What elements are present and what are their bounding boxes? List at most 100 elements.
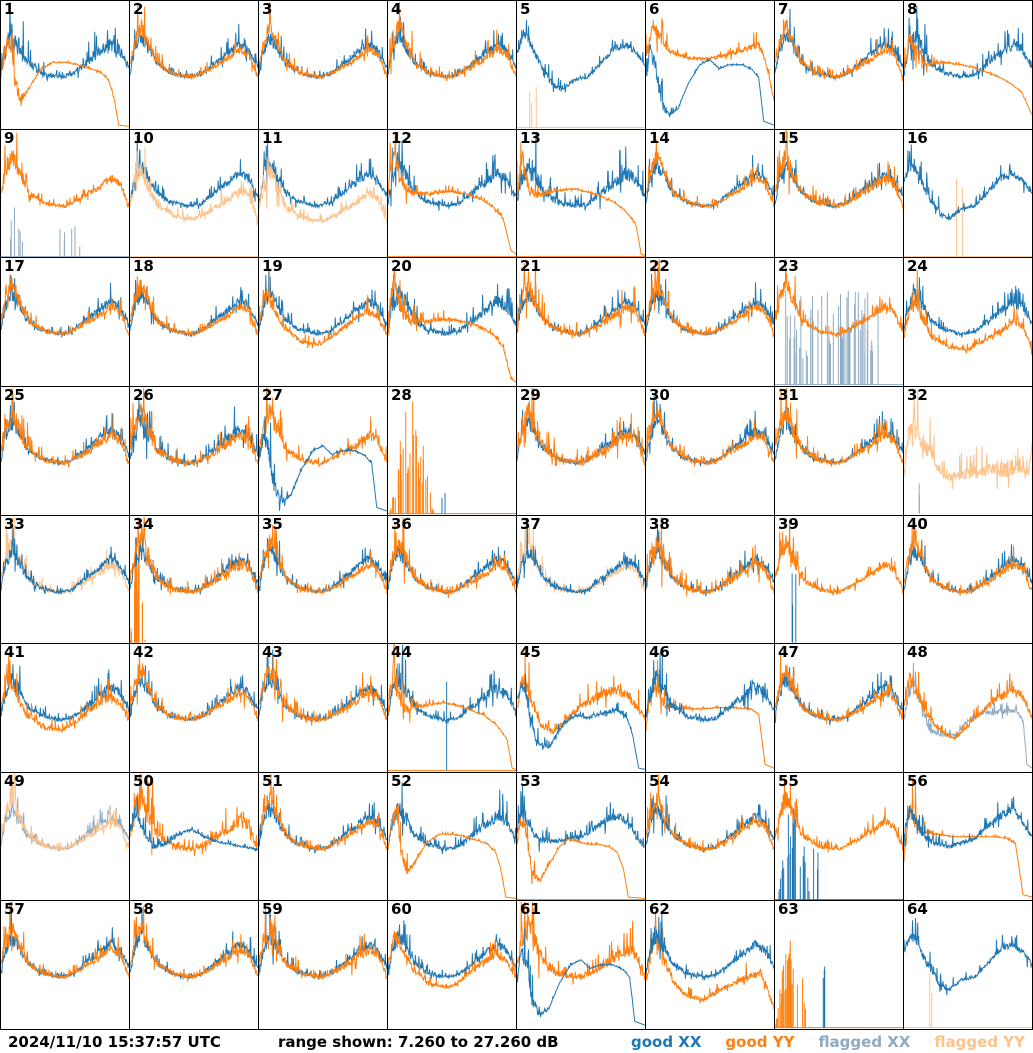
spectrum-cell-40[interactable]: 40	[904, 515, 1033, 645]
spectrum-plot	[775, 651, 903, 726]
spectrum-plot	[1, 132, 129, 257]
spectrum-cell-62[interactable]: 62	[646, 901, 775, 1030]
spectrum-plot	[388, 920, 516, 990]
spectrum-plot	[130, 906, 258, 982]
spectrum-cell-25[interactable]: 25	[1, 386, 130, 516]
spectrum-cell-12[interactable]: 12	[388, 129, 517, 259]
spectrum-cell-51[interactable]: 51	[259, 772, 388, 902]
spectrum-cell-45[interactable]: 45	[517, 644, 646, 773]
spectrum-plot	[259, 649, 387, 726]
spectrum-plot	[388, 268, 516, 383]
spectrum-cell-32[interactable]: 32	[904, 386, 1033, 516]
spectrum-cell-47[interactable]: 47	[775, 644, 904, 773]
spectrum-plot	[517, 902, 645, 1026]
spectrum-cell-7[interactable]: 7	[775, 1, 904, 130]
spectrum-cell-52[interactable]: 52	[388, 772, 517, 902]
spectrum-plot	[517, 387, 645, 467]
spectrum-cell-8[interactable]: 8	[904, 1, 1033, 130]
spectrum-cell-48[interactable]: 48	[904, 644, 1033, 773]
spectrum-cell-33[interactable]: 33	[1, 515, 130, 645]
spectrum-cell-13[interactable]: 13	[517, 129, 646, 259]
spectrum-plot	[388, 782, 516, 899]
spectrum-plot	[388, 132, 516, 257]
spectrum-cell-57[interactable]: 57	[1, 901, 130, 1030]
spectrum-cell-28[interactable]: 28	[388, 386, 517, 516]
spectrum-cell-26[interactable]: 26	[130, 386, 259, 516]
spectrum-cell-3[interactable]: 3	[259, 1, 388, 130]
spectrum-plot	[646, 652, 774, 769]
spectrum-plot	[646, 395, 774, 467]
spectrum-cell-16[interactable]: 16	[904, 129, 1033, 259]
spectrum-cell-1[interactable]: 1	[1, 1, 130, 130]
spectrum-cell-22[interactable]: 22	[646, 258, 775, 387]
spectrum-cell-56[interactable]: 56	[904, 772, 1033, 902]
spectrum-cell-14[interactable]: 14	[646, 129, 775, 259]
spectrum-cell-49[interactable]: 49	[1, 772, 130, 902]
spectrum-cell-37[interactable]: 37	[517, 515, 646, 645]
spectrum-plot	[904, 663, 1032, 769]
spectrum-cell-55[interactable]: 55	[775, 772, 904, 902]
spectrum-plot	[388, 1, 516, 82]
timestamp: 2024/11/10 15:37:57 UTC	[8, 1032, 221, 1051]
spectrum-cell-15[interactable]: 15	[775, 129, 904, 259]
spectrum-cell-2[interactable]: 2	[130, 1, 259, 130]
spectrum-plot	[517, 649, 645, 770]
spectrum-cell-38[interactable]: 38	[646, 515, 775, 645]
spectrum-plot	[130, 516, 258, 643]
spectrum-cell-10[interactable]: 10	[130, 129, 259, 259]
spectrum-cell-44[interactable]: 44	[388, 644, 517, 773]
spectrum-cell-29[interactable]: 29	[517, 386, 646, 516]
spectrum-cell-31[interactable]: 31	[775, 386, 904, 516]
spectrum-cell-42[interactable]: 42	[130, 644, 259, 773]
spectrum-cell-53[interactable]: 53	[517, 772, 646, 902]
spectrum-cell-43[interactable]: 43	[259, 644, 388, 773]
spectrum-cell-6[interactable]: 6	[646, 1, 775, 130]
spectrum-cell-23[interactable]: 23	[775, 258, 904, 387]
spectrum-plot	[904, 918, 1032, 1029]
spectrum-plot	[775, 8, 903, 81]
spectrum-plot	[259, 1, 387, 80]
spectrum-cell-34[interactable]: 34	[130, 515, 259, 645]
spectrum-plot	[130, 1, 258, 80]
spectrum-plot	[388, 516, 516, 598]
spectrum-cell-60[interactable]: 60	[388, 901, 517, 1030]
spectrum-plot	[259, 142, 387, 224]
spectrum-cell-54[interactable]: 54	[646, 772, 775, 902]
spectrum-cell-39[interactable]: 39	[775, 515, 904, 645]
spectrum-cell-58[interactable]: 58	[130, 901, 259, 1030]
spectrum-cell-50[interactable]: 50	[130, 772, 259, 902]
spectrum-cell-41[interactable]: 41	[1, 644, 130, 773]
legend-item-flagged_xx: flagged XX	[818, 1032, 911, 1051]
spectrum-plot	[904, 270, 1032, 356]
spectrum-cell-64[interactable]: 64	[904, 901, 1033, 1030]
spectrum-cell-21[interactable]: 21	[517, 258, 646, 387]
spectrum-cell-59[interactable]: 59	[259, 901, 388, 1030]
spectrum-plot	[1, 773, 129, 852]
spectrum-plot	[388, 644, 516, 772]
spectrum-plot	[646, 17, 774, 126]
spectrum-cell-30[interactable]: 30	[646, 386, 775, 516]
spectrum-plot	[1, 1, 129, 127]
spectrum-plot	[775, 940, 903, 1029]
spectrum-cell-27[interactable]: 27	[259, 386, 388, 516]
spectrum-cell-46[interactable]: 46	[646, 644, 775, 773]
spectrum-cell-18[interactable]: 18	[130, 258, 259, 387]
status-bar: 2024/11/10 15:37:57 UTC range shown: 7.2…	[0, 1030, 1033, 1053]
spectrum-cell-36[interactable]: 36	[388, 515, 517, 645]
spectrum-cell-19[interactable]: 19	[259, 258, 388, 387]
spectrum-plot	[775, 779, 903, 900]
spectrum-plot	[1, 274, 129, 338]
spectrum-cell-4[interactable]: 4	[388, 1, 517, 130]
spectrum-cell-63[interactable]: 63	[775, 901, 904, 1030]
spectrum-plot	[517, 261, 645, 339]
spectrum-cell-61[interactable]: 61	[517, 901, 646, 1030]
spectrum-cell-5[interactable]: 5	[517, 1, 646, 130]
spectrum-plot	[259, 773, 387, 853]
spectrum-plot	[259, 270, 387, 349]
spectrum-cell-20[interactable]: 20	[388, 258, 517, 387]
spectrum-cell-9[interactable]: 9	[1, 129, 130, 259]
spectrum-cell-35[interactable]: 35	[259, 515, 388, 645]
spectrum-cell-17[interactable]: 17	[1, 258, 130, 387]
spectrum-cell-24[interactable]: 24	[904, 258, 1033, 387]
spectrum-cell-11[interactable]: 11	[259, 129, 388, 259]
